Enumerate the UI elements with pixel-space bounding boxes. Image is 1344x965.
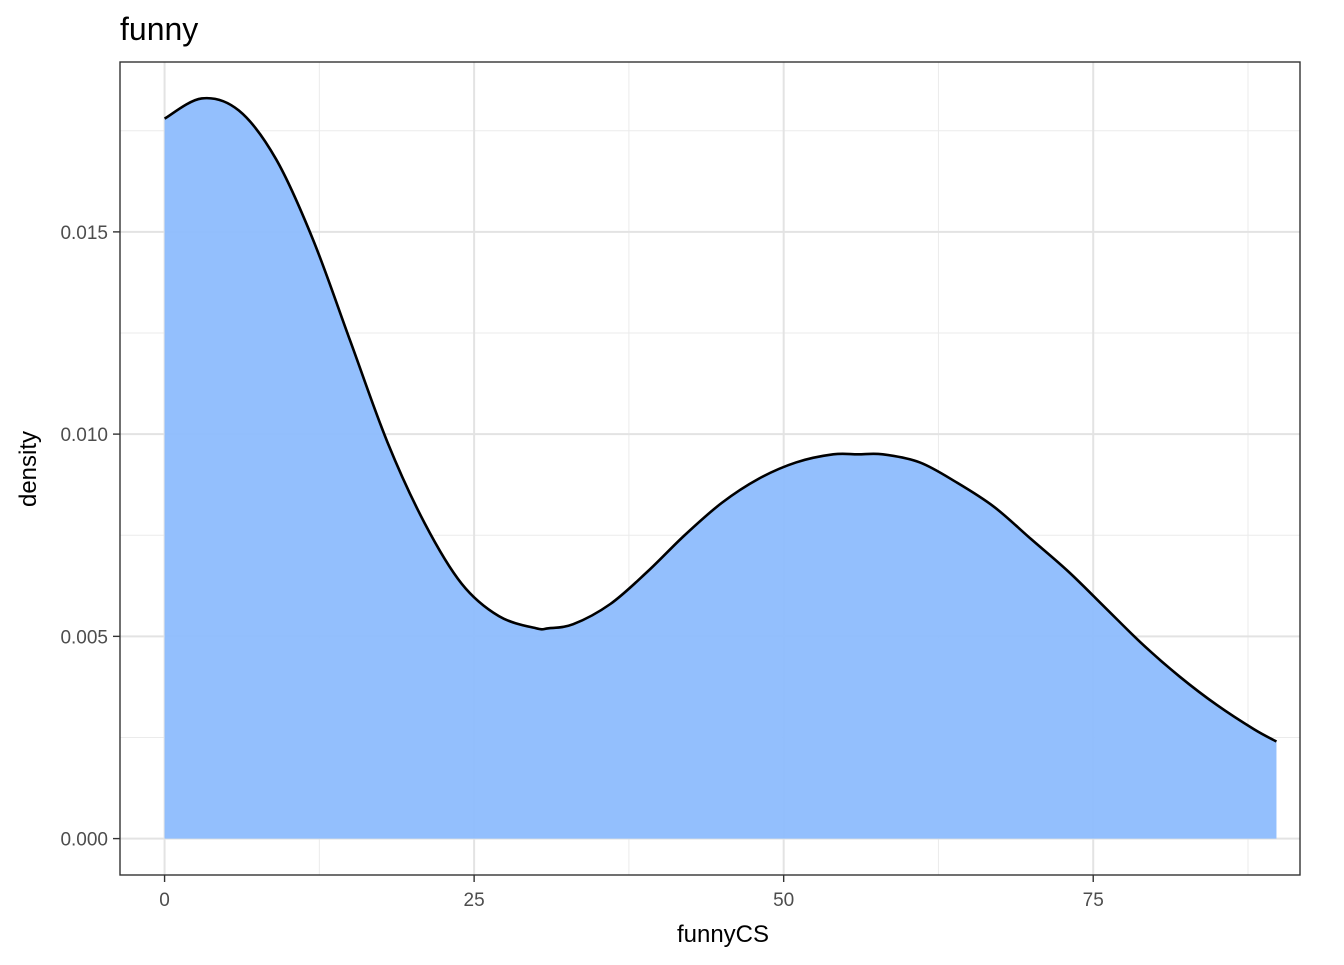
density-area bbox=[164, 98, 1277, 839]
x-axis: 0 25 50 75 bbox=[159, 875, 1104, 911]
y-tick-label: 0.000 bbox=[60, 830, 108, 851]
x-axis-title: funnyCS bbox=[677, 921, 769, 948]
y-tick-label: 0.010 bbox=[60, 425, 108, 446]
x-tick-label: 0 bbox=[159, 890, 170, 911]
x-tick-label: 25 bbox=[464, 890, 485, 911]
x-tick-label: 75 bbox=[1083, 890, 1104, 911]
density-line bbox=[163, 96, 1278, 743]
y-tick-label: 0.005 bbox=[60, 627, 108, 648]
y-axis: 0.000 0.005 0.010 0.015 bbox=[60, 223, 120, 851]
y-tick-label: 0.015 bbox=[60, 223, 108, 244]
y-axis-title: density bbox=[15, 431, 42, 507]
chart-title: funny bbox=[120, 11, 198, 47]
plot-border bbox=[119, 61, 1301, 876]
x-tick-label: 50 bbox=[773, 890, 794, 911]
